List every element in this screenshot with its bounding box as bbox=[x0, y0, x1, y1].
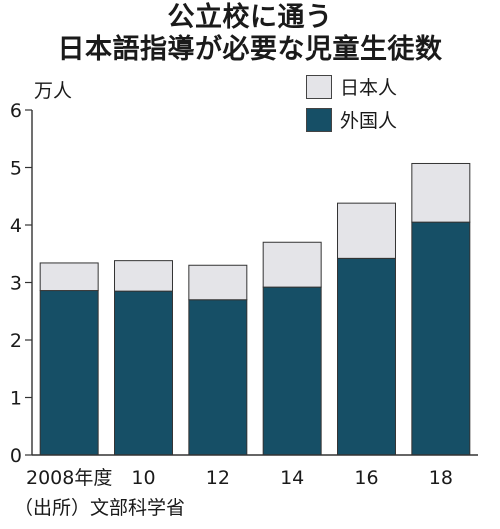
x-tick-label: 12 bbox=[206, 467, 230, 489]
y-tick-label: 6 bbox=[10, 100, 22, 122]
bar-segment-japanese bbox=[337, 202, 396, 259]
legend-swatch-japanese bbox=[306, 74, 332, 99]
chart-title-line-1: 公立校に通う bbox=[167, 2, 333, 33]
x-tick-label: 14 bbox=[280, 467, 304, 489]
bar-segment-japanese bbox=[114, 260, 173, 292]
legend: 日本人 外国人 bbox=[306, 70, 397, 136]
bar-segment-foreign bbox=[411, 221, 471, 456]
bar-segment-foreign bbox=[114, 290, 173, 456]
bar-segment-japanese bbox=[188, 264, 248, 301]
source-note: （出所）文部科学省 bbox=[14, 497, 186, 519]
legend-label-foreign: 外国人 bbox=[340, 110, 398, 132]
bar-segment-foreign bbox=[39, 290, 99, 456]
y-tick-label: 5 bbox=[10, 158, 22, 180]
bar-segment-foreign bbox=[188, 299, 248, 456]
x-tick-label: 16 bbox=[354, 467, 378, 489]
y-tick-label: 0 bbox=[10, 445, 22, 467]
y-axis-unit-label: 万人 bbox=[34, 80, 73, 102]
chart-title-line-2: 日本語指導が必要な児童生徒数 bbox=[57, 34, 443, 65]
bar-segment-foreign bbox=[337, 257, 396, 456]
y-tick-label: 3 bbox=[10, 273, 22, 295]
bar-segment-japanese bbox=[262, 241, 322, 288]
bar-segment-foreign bbox=[262, 286, 322, 456]
x-tick-label: 2008年度 bbox=[26, 467, 112, 489]
bar-segment-japanese bbox=[411, 162, 471, 223]
legend-item-japanese: 日本人 bbox=[306, 70, 397, 103]
legend-label-japanese: 日本人 bbox=[340, 77, 398, 99]
legend-swatch-foreign bbox=[306, 107, 332, 132]
y-tick-label: 1 bbox=[10, 388, 22, 410]
x-tick-label: 10 bbox=[131, 467, 155, 489]
y-tick-label: 4 bbox=[10, 215, 22, 237]
x-tick-label: 18 bbox=[429, 467, 453, 489]
legend-item-foreign: 外国人 bbox=[306, 103, 397, 136]
y-tick-label: 2 bbox=[10, 330, 22, 352]
bar-segment-japanese bbox=[39, 262, 99, 292]
